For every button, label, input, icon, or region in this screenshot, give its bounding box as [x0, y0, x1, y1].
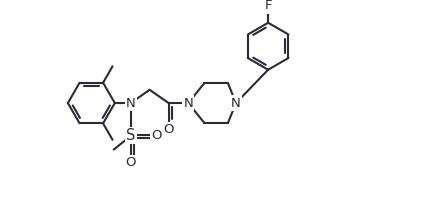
Text: O: O [151, 129, 162, 142]
Text: N: N [184, 97, 193, 109]
Text: N: N [126, 97, 136, 109]
Text: O: O [163, 123, 174, 136]
Text: O: O [125, 156, 136, 169]
Text: F: F [264, 0, 272, 12]
Text: N: N [231, 97, 241, 109]
Text: S: S [126, 128, 136, 143]
